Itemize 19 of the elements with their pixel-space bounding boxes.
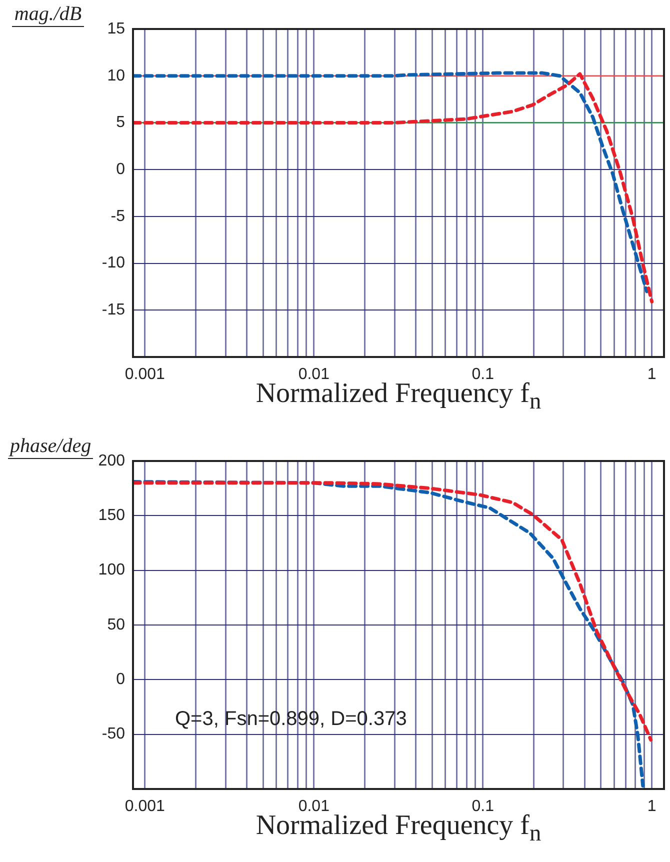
y-tick-label: -10 [102,254,126,272]
x-tick-label: 0.001 [124,366,166,384]
y-tick-label: 200 [98,452,126,470]
y-tick-label: 5 [116,114,126,132]
y-tick-label: 15 [107,20,126,38]
y-tick-label: 150 [98,507,126,524]
x-tick-label: 1 [647,798,656,816]
x-tick-label: 1 [647,366,656,384]
y-tick-label: 10 [107,67,126,84]
y-tick-label: 0 [116,671,126,688]
y-tick-label: -50 [102,726,126,743]
y-tick-label: -5 [110,208,126,225]
y-tick-label: -15 [102,302,126,319]
y-tick-label: 50 [107,616,126,634]
y-axis-title: mag./dB [12,2,84,27]
y-tick-label: 0 [116,160,126,178]
y-axis-title: phase/deg [8,434,94,459]
y-tick-label: 100 [98,562,126,579]
x-tick-label: 0.001 [124,798,166,816]
